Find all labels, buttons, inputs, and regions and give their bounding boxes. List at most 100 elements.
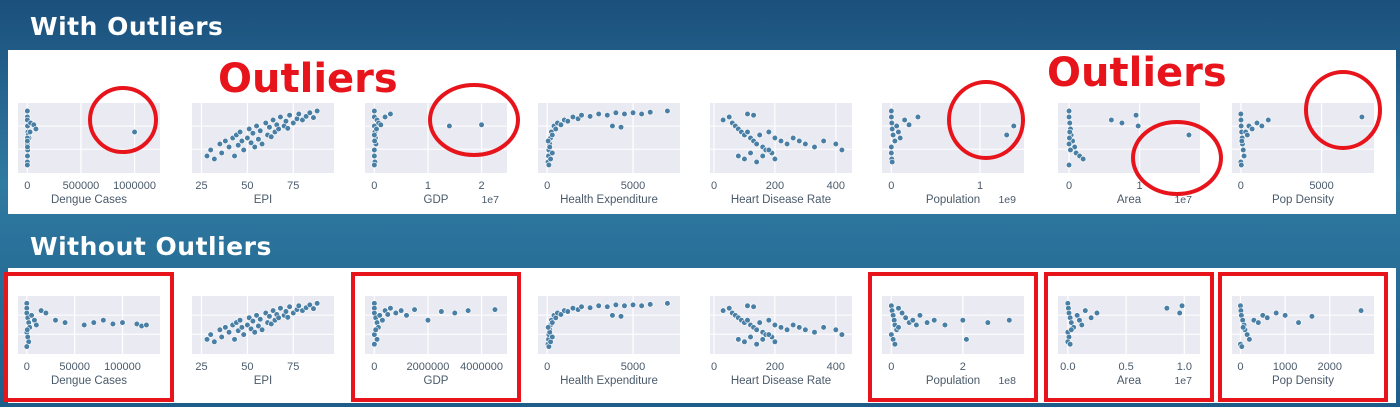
area-without-outliers-axis-offset: 1e7 [1174,375,1192,387]
gdp-with-outliers-point [371,146,378,154]
health-expenditure-with-outliers-point [557,121,564,128]
area-with-outliers-point [1065,140,1073,148]
population-without-outliers-xlabel: Population [926,375,980,387]
epi-without-outliers-point [257,316,264,323]
health-expenditure-without-outliers-point [638,302,645,309]
heart-disease-rate-with-outliers-point [820,137,827,145]
heart-disease-rate-without-outliers-point [765,331,772,338]
dengue-cases-without-outliers-tick-label: 0 [24,361,30,373]
population-with-outliers-point [889,125,896,133]
health-expenditure-without-outliers-point [595,302,602,309]
epi-without-outliers-point [253,312,260,319]
population-without-outliers-point [984,319,991,326]
heart-disease-rate-without-outliers-point [783,326,791,333]
epi-without-outliers-tick-label: 75 [287,361,299,373]
gdp-with-outliers-point [387,110,394,118]
health-expenditure-with-outliers-point [545,137,552,145]
population-with-outliers-point [897,134,904,142]
heart-disease-rate-with-outliers-point [747,149,754,157]
population-with-outliers-point [893,122,900,130]
epi-without-outliers-point [310,305,317,312]
pop-density-with-outliers-point [1253,119,1261,127]
dengue-cases-without-outliers-point [23,343,30,350]
gdp-without-outliers-xlabel: GDP [424,375,449,387]
heart-disease-rate-with-outliers-point [744,110,751,118]
population-without-outliers-point [916,312,924,319]
population-without-outliers-point [923,319,931,326]
area-with-outliers-point [1065,107,1073,115]
pop-density-with-outliers-tick-label: 5000 [1309,180,1333,192]
pop-density-with-outliers-point [1237,116,1245,124]
area-without-outliers-tick-label: 0.5 [1118,361,1133,373]
dengue-cases-without-outliers-point [28,312,35,319]
epi-without-outliers-point [258,326,266,333]
heart-disease-rate-with-outliers-point [796,137,803,145]
gdp-without-outliers-tick-label: 0 [371,361,377,373]
epi-with-outliers-point [231,152,238,160]
gdp-without-outliers-point [384,311,391,318]
gdp-with-outliers-point [373,125,380,133]
heart-disease-rate-without-outliers-point [771,338,779,345]
health-expenditure-without-outliers-point [545,324,552,331]
heart-disease-rate-without-outliers-point [741,338,748,345]
health-expenditure-with-outliers-point [638,110,645,118]
heart-disease-rate-with-outliers-point [777,137,785,145]
epi-without-outliers-point [295,302,302,309]
gdp-without-outliers-highlight-box [351,272,521,402]
pop-density-with-outliers-point [1238,161,1245,169]
health-expenditure-with-outliers-xlabel: Health Expenditure [560,194,658,206]
pop-density-without-outliers-xlabel: Pop Density [1272,375,1334,387]
epi-with-outliers-point [262,119,269,127]
pop-density-with-outliers-point [1238,122,1245,130]
dengue-cases-without-outliers-point [52,317,59,324]
epi-without-outliers-point [207,331,214,338]
epi-without-outliers-tick-label: 25 [195,361,207,373]
epi-without-outliers-point [216,326,223,333]
area-with-outliers-xlabel: Area [1117,194,1142,206]
heart-disease-rate-without-outliers-point [838,331,846,338]
population-without-outliers-axis-offset: 1e8 [998,375,1016,387]
population-with-outliers-point [901,116,908,124]
epi-without-outliers-point [284,314,291,321]
area-with-outliers-point [1066,119,1073,127]
heart-disease-rate-with-outliers-point [838,146,846,154]
outliers-callout-left: Outliers [218,56,398,102]
area-without-outliers-point [1078,321,1085,329]
gdp-without-outliers-point [371,341,378,348]
population-without-outliers-point [931,317,938,324]
epi-with-outliers-point [277,113,284,121]
heart-disease-rate-without-outliers-point [771,321,779,329]
population-without-outliers-point [909,317,916,324]
dengue-cases-with-outliers-point [32,125,40,133]
dengue-cases-without-outliers-point [38,307,45,314]
dengue-cases-without-outliers-point [61,319,69,326]
heart-disease-rate-without-outliers-point [811,329,818,336]
heart-disease-rate-with-outliers-point [750,112,757,119]
area-without-outliers-point [1178,302,1186,309]
heart-disease-rate-without-outliers-tick-label: 200 [766,361,784,373]
population-with-outliers-point [1003,131,1010,139]
health-expenditure-with-outliers-point [545,161,552,169]
health-expenditure-with-outliers-point [612,109,619,116]
health-expenditure-without-outliers-point [549,319,556,326]
area-with-outliers-tick-label: 1 [1137,180,1143,192]
heart-disease-rate-without-outliers-tick-label: 0 [711,361,717,373]
population-with-outliers-point [914,113,922,121]
heart-disease-rate-with-outliers-point [726,113,733,121]
epi-without-outliers-point [286,303,293,310]
epi-with-outliers-point [255,136,262,143]
epi-with-outliers-tick-label: 75 [287,180,299,192]
epi-with-outliers-point [249,130,257,137]
heart-disease-rate-with-outliers-point [765,146,772,154]
epi-without-outliers-point [249,318,257,325]
epi-with-outliers-point [286,112,293,119]
pop-density-without-outliers-point [1264,314,1271,321]
gdp-without-outliers-point [379,317,386,324]
health-expenditure-without-outliers-point [621,302,628,309]
gdp-without-outliers-point [392,309,399,317]
population-with-outliers-point [895,128,902,136]
epi-with-outliers-point [269,116,277,124]
area-with-outliers-point [1080,155,1087,163]
dengue-cases-without-outliers-point [24,326,31,333]
health-expenditure-without-outliers-point [549,333,556,341]
